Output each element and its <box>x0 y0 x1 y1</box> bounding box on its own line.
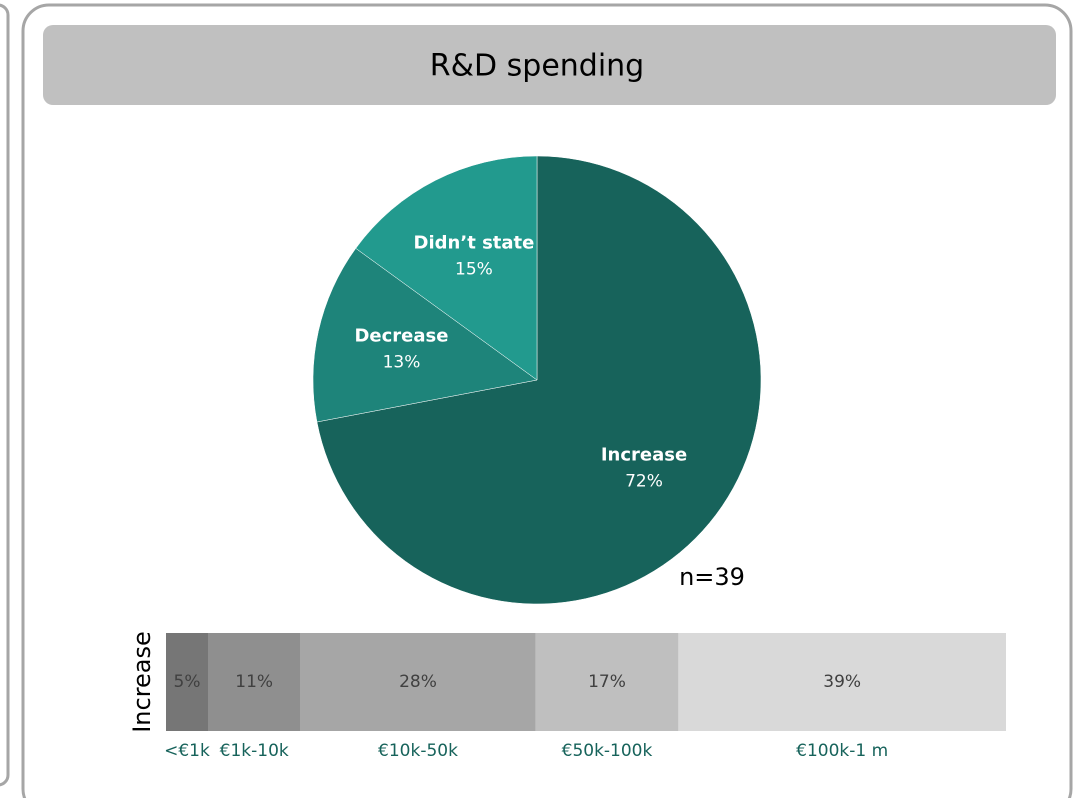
neighbor-panel-edge <box>0 3 10 787</box>
bar-segment <box>166 633 208 731</box>
header-bar <box>43 25 1056 105</box>
segment-name-label: <€1k <box>164 741 210 761</box>
slice-value-label: 15% <box>455 259 493 279</box>
bar-segment <box>208 633 301 731</box>
y-category-label: Increase <box>128 631 156 733</box>
segment-value-label: 39% <box>823 672 861 692</box>
chart-title: R&D spending <box>430 49 644 84</box>
slice-label: Increase <box>601 445 687 466</box>
segment-name-label: €100k-1 m <box>796 741 888 761</box>
segment-name-label: €1k-10k <box>220 741 289 761</box>
segment-value-label: 17% <box>588 672 626 692</box>
bar-segment <box>535 633 679 731</box>
pie-slice <box>316 155 762 605</box>
bar-segment <box>300 633 536 731</box>
segment-name-label: €10k-50k <box>378 741 458 761</box>
pie-slice <box>312 247 538 423</box>
bar-segment <box>678 633 1006 731</box>
annotation: n=39 <box>679 563 745 591</box>
slice-value-label: 13% <box>383 353 421 373</box>
slice-label: Decrease <box>354 326 448 347</box>
slice-label: Didn’t state <box>414 232 535 253</box>
segment-name-label: €50k-100k <box>562 741 653 761</box>
segment-value-label: 11% <box>235 672 273 692</box>
segment-value-label: 28% <box>399 672 437 692</box>
segment-value-label: 5% <box>174 672 201 692</box>
pie-slice <box>355 155 538 381</box>
slice-value-label: 72% <box>625 472 663 492</box>
